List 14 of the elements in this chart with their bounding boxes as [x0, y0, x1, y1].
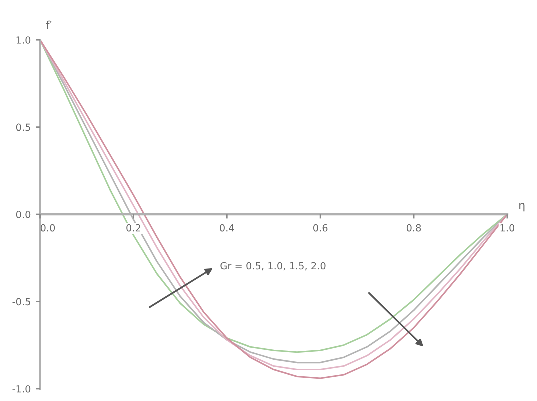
x-tick-label: 1.0	[500, 224, 515, 232]
y-tick-label: 1.0	[16, 36, 31, 44]
x-tick-label: 0.8	[406, 224, 422, 232]
y-tick-label: -1.0	[12, 385, 31, 393]
x-axis-title: η	[520, 203, 525, 212]
x-tick-label: 0.4	[220, 224, 234, 232]
y-tick-label: -0.5	[12, 298, 30, 306]
y-axis-title: f′	[46, 20, 52, 30]
y-tick-label: 0.0	[16, 211, 31, 218]
x-tick-label: 0.6	[314, 224, 328, 232]
x-tick-label: 0.2	[126, 224, 140, 232]
x-tick-label: 0.0	[40, 224, 56, 232]
annotation: Gr = 0.5, 1.0, 1.5, 2.0	[220, 262, 326, 271]
y-tick-label: 0.5	[16, 124, 30, 132]
